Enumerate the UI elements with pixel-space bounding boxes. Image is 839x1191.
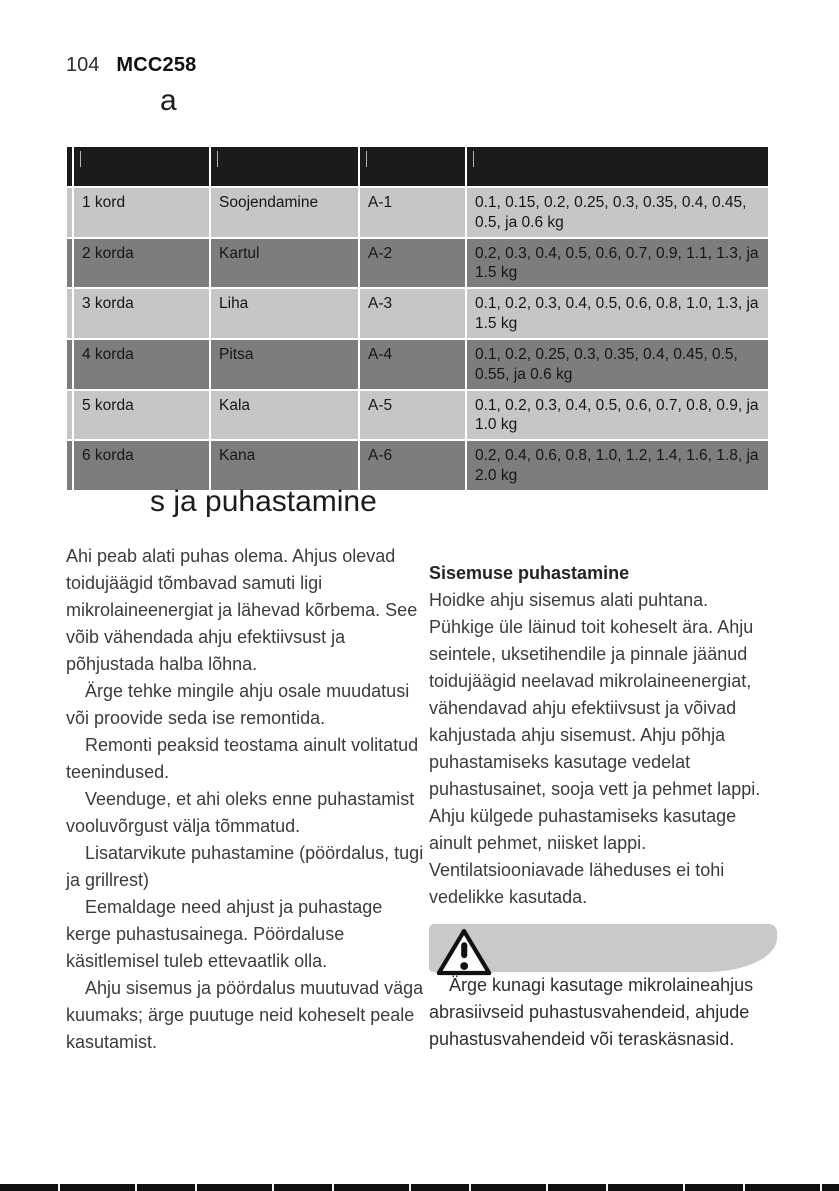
body-paragraph: Eemaldage need ahjust ja puhastage kerge… xyxy=(66,897,383,971)
table-cell-food: Kana xyxy=(211,441,358,490)
table-row-stub xyxy=(67,390,72,440)
body-paragraph: Veenduge, et ahi oleks enne puhastamist … xyxy=(66,789,415,836)
table-cell-code: A-2 xyxy=(360,238,465,288)
table-header-cell xyxy=(74,147,209,186)
table-cell-uses: 5 korda xyxy=(74,390,209,440)
model-code: MCC258 xyxy=(116,54,197,76)
warning-triangle-icon xyxy=(436,928,492,976)
subsection-heading: Sisemuse puhastamine xyxy=(429,563,630,583)
table-cell-weights: 0.1, 0.2, 0.3, 0.4, 0.5, 0.6, 0.7, 0.8, … xyxy=(467,390,768,440)
table-cell-code: A-5 xyxy=(360,390,465,440)
table-cell-food: Liha xyxy=(211,289,358,338)
table-cell-food: Pitsa xyxy=(211,339,358,389)
table-row-stub xyxy=(67,441,72,490)
table-cell-code: A-1 xyxy=(360,188,465,237)
body-paragraph: Ahju sisemus ja pöördalus muutuvad väga … xyxy=(66,978,424,1052)
table-cell-weights: 0.1, 0.15, 0.2, 0.25, 0.3, 0.35, 0.4, 0.… xyxy=(467,188,768,237)
page-number: 104 xyxy=(66,54,100,76)
table-cell-food: Soojendamine xyxy=(211,188,358,237)
page-edge-scan-line xyxy=(0,1184,839,1191)
table-header-cell xyxy=(211,147,358,186)
body-paragraph: Lisatarvikute puhastamine (pöördalus, tu… xyxy=(66,843,424,890)
body-column-right: Sisemuse puhastamine Hoidke ahju sisemus… xyxy=(429,560,777,1053)
section-heading-fragment: s ja puhastamine xyxy=(150,485,377,518)
table-cell-uses: 1 kord xyxy=(74,188,209,237)
table-cell-food: Kartul xyxy=(211,238,358,288)
table-cell-uses: 4 korda xyxy=(74,339,209,389)
warning-band xyxy=(429,924,777,972)
table-cell-code: A-4 xyxy=(360,339,465,389)
table-header-cell xyxy=(360,147,465,186)
table-cell-code: A-6 xyxy=(360,441,465,490)
body-paragraph: Ärge tehke mingile ahju osale muudatusi … xyxy=(66,681,410,728)
table-cell-weights: 0.1, 0.2, 0.3, 0.4, 0.5, 0.6, 0.8, 1.0, … xyxy=(467,289,768,338)
table-row-stub xyxy=(67,238,72,288)
table-cell-code: A-3 xyxy=(360,289,465,338)
table-header-stub xyxy=(67,147,72,186)
warning-block: Ärge kunagi kasutage mikrolaineahjus abr… xyxy=(429,924,777,1053)
table-row-stub xyxy=(67,188,72,237)
body-paragraph: Ahi peab alati puhas olema. Ahjus olevad… xyxy=(66,546,418,674)
table-cell-food: Kala xyxy=(211,390,358,440)
cropped-heading-fragment: a xyxy=(160,84,177,117)
page-header: 104 MCC258 xyxy=(66,54,197,77)
auto-cook-table: 1 kord Soojendamine A-1 0.1, 0.15, 0.2, … xyxy=(67,147,770,490)
table-cell-weights: 0.2, 0.3, 0.4, 0.5, 0.6, 0.7, 0.9, 1.1, … xyxy=(467,238,768,288)
body-paragraph: Remonti peaksid teostama ainult volitatu… xyxy=(66,735,419,782)
table-header-cell xyxy=(467,147,768,186)
table-row-stub xyxy=(67,339,72,389)
warning-text: Ärge kunagi kasutage mikrolaineahjus abr… xyxy=(429,975,754,1049)
table-row-stub xyxy=(67,289,72,338)
body-column-left: Ahi peab alati puhas olema. Ahjus olevad… xyxy=(66,543,424,1056)
table-cell-uses: 2 korda xyxy=(74,238,209,288)
body-paragraph: Hoidke ahju sisemus alati puhtana. Pühki… xyxy=(429,590,761,907)
table-cell-uses: 6 korda xyxy=(74,441,209,490)
table-cell-weights: 0.2, 0.4, 0.6, 0.8, 1.0, 1.2, 1.4, 1.6, … xyxy=(467,441,768,490)
table-cell-uses: 3 korda xyxy=(74,289,209,338)
table-cell-weights: 0.1, 0.2, 0.25, 0.3, 0.35, 0.4, 0.45, 0.… xyxy=(467,339,768,389)
